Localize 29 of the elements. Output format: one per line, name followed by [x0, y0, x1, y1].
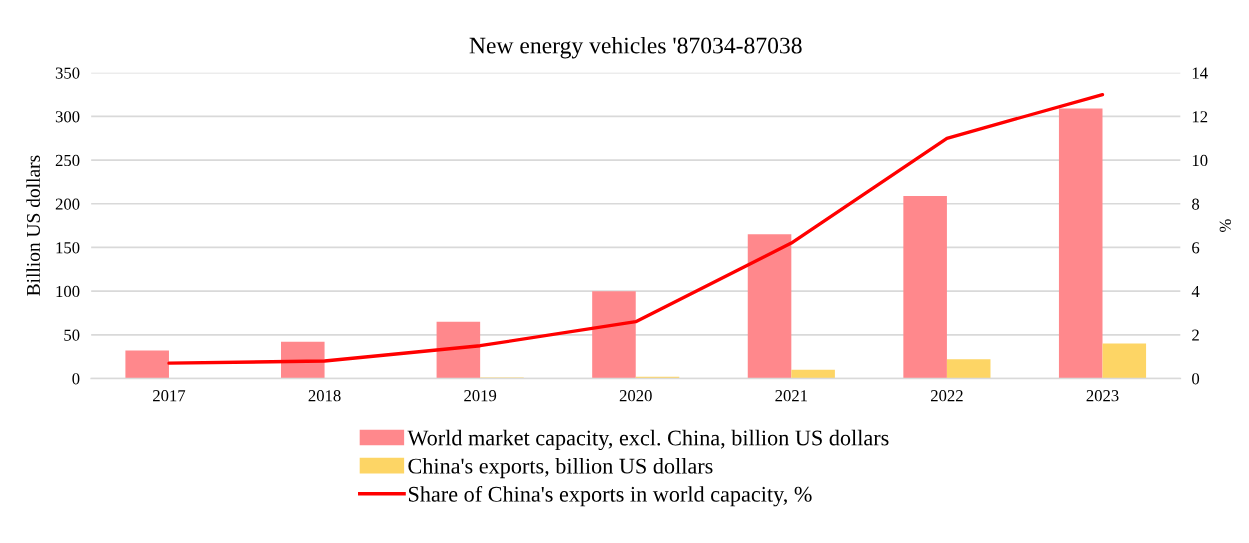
legend-label: China's exports, billion US dollars: [408, 457, 713, 479]
y2-tick-label: 4: [1191, 285, 1200, 297]
y-axis-title: Billion US dollars: [26, 155, 41, 296]
y-tick-label: 0: [72, 373, 80, 385]
y2-tick-label: 14: [1192, 67, 1208, 79]
x-tick-label: 2020: [619, 390, 652, 402]
chart-title: New energy vehicles '87034-87038: [469, 36, 802, 59]
x-tick-label: 2019: [464, 390, 497, 402]
y2-tick-label: 0: [1192, 373, 1200, 385]
legend-label: World market capacity, excl. China, billion US dollars: [407, 429, 889, 451]
x-tick-label: 2022: [930, 390, 963, 402]
y-tick-label: 100: [56, 285, 80, 298]
y2-tick-label: 8: [1192, 198, 1200, 210]
y2-tick-label: 2: [1192, 329, 1199, 341]
y-tick-label: 350: [55, 67, 80, 79]
y-tick-label: 150: [56, 242, 80, 254]
x-tick-label: 2023: [1086, 390, 1119, 402]
y2-tick-label: 6: [1192, 242, 1200, 254]
x-tick-label: 2017: [153, 390, 186, 402]
y2-tick-label: 12: [1192, 111, 1208, 123]
y-tick-label: 250: [55, 154, 80, 167]
y-tick-label: 300: [55, 111, 80, 123]
y2-tick-label: 10: [1192, 154, 1208, 167]
x-tick-label: 2021: [775, 390, 807, 402]
y2-axis-title: %: [1219, 219, 1231, 232]
y-tick-label: 200: [55, 198, 80, 210]
y-tick-label: 50: [64, 329, 80, 341]
x-tick-label: 2018: [308, 390, 341, 402]
legend-label: Share of China's exports in world capacity, %: [408, 485, 812, 507]
